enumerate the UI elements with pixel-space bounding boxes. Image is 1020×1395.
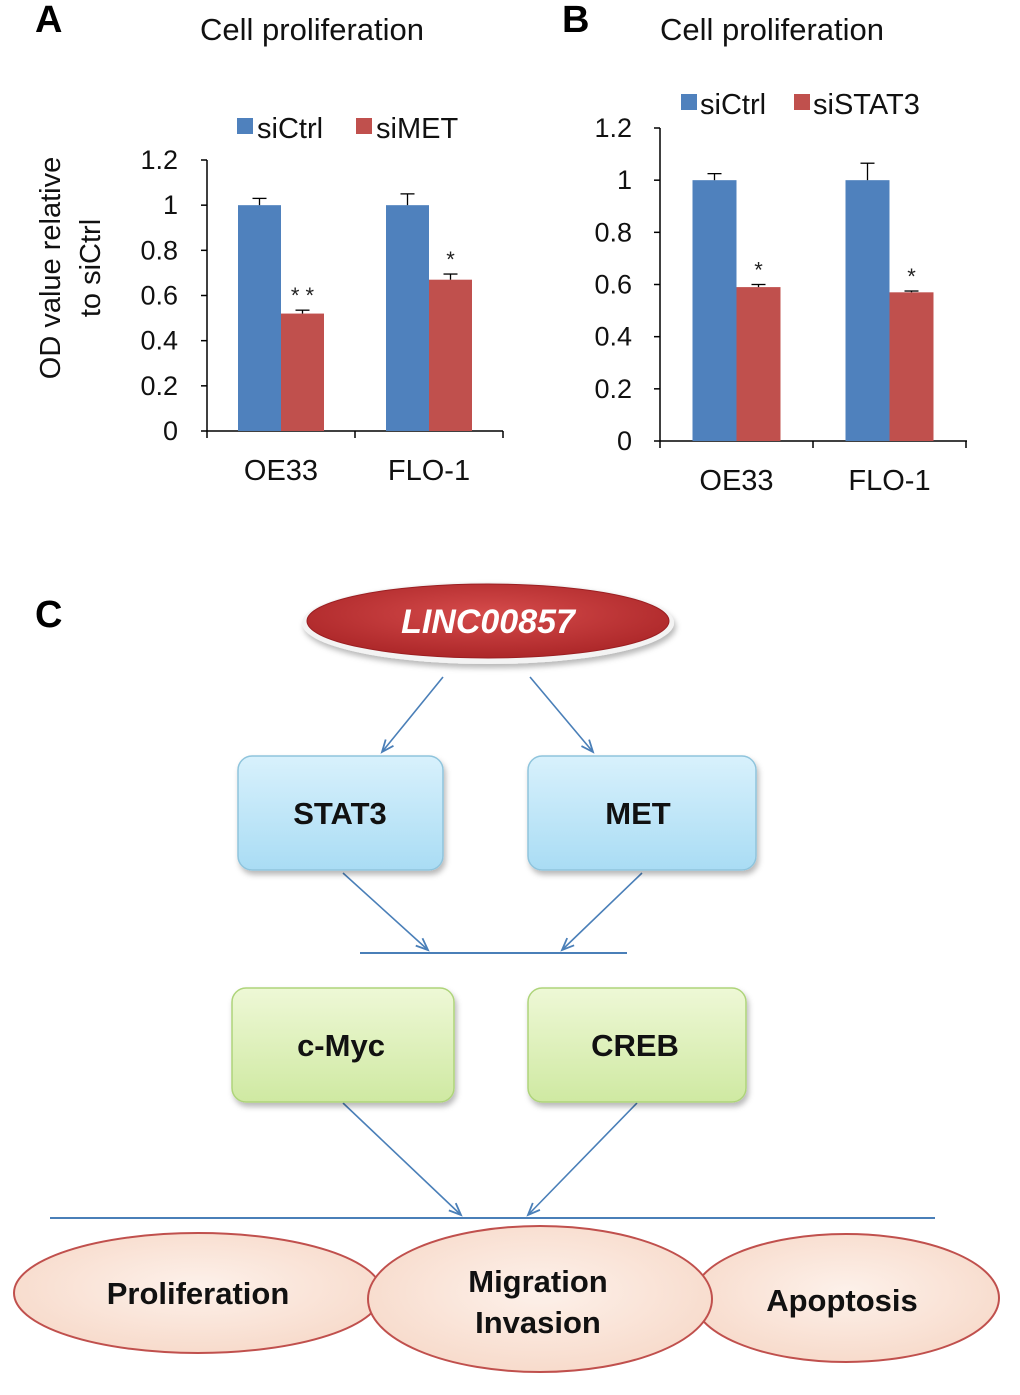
chart-a-y-tick-label: 1.2: [140, 145, 178, 175]
arrow-linc-to-met: [529, 676, 595, 754]
chart-b-y-tick-label: 1: [617, 165, 632, 195]
chart-b-legend-swatch-treat: [794, 94, 810, 110]
panel-label-b: B: [562, 0, 589, 41]
chart-a-title: Cell proliferation: [200, 12, 424, 47]
outcome-apoptosis: Apoptosis: [692, 1233, 1000, 1363]
node-creb-label: CREB: [591, 1028, 679, 1063]
chart-b-bar-sictrl-flo-1: [845, 180, 890, 441]
node-met-label: MET: [605, 796, 671, 831]
node-met: MET: [527, 755, 757, 871]
node-stat3: STAT3: [237, 755, 444, 871]
chart-a-category-label: FLO-1: [388, 455, 470, 487]
node-cmyc: c-Myc: [231, 987, 455, 1103]
chart-b-bar-sictrl-oe33: [692, 180, 737, 441]
arrow-stat3-to-targets: [342, 872, 430, 952]
chart-a-bar-sictrl-oe33: [238, 205, 281, 431]
chart-a-ylabel-line-2: to siCtrl: [75, 219, 107, 317]
chart-b-category-label: FLO-1: [848, 465, 930, 497]
chart-a-legend-swatch-ctrl: [237, 118, 253, 134]
chart-b-significance-mark: *: [907, 264, 916, 289]
chart-a-y-tick-label: 0.6: [140, 281, 178, 311]
chart-b-legend-label-treat: siSTAT3: [813, 89, 920, 121]
arrow-creb-to-outcomes: [526, 1102, 638, 1217]
chart-b-significance-mark: *: [754, 258, 763, 283]
chart-b-plot: 0 0.2 0.4 0.6 0.8 1 1.2 * OE33 * FLO-1: [594, 113, 967, 497]
chart-b-legend: siCtrl siSTAT3: [681, 89, 920, 121]
chart-a-bar-simet-oe33: [281, 313, 324, 431]
chart-a-y-tick-label: 0.8: [140, 235, 178, 265]
outcome-proliferation-label: Proliferation: [107, 1276, 290, 1311]
chart-a-category-label: OE33: [244, 455, 318, 487]
chart-a-plot: 0 0.2 0.4 0.6 0.8 1 1.2 * * OE33 * FLO-1: [140, 145, 504, 487]
chart-b-y-tick-label: 0.6: [594, 270, 632, 300]
arrow-cmyc-to-outcomes: [342, 1102, 463, 1217]
chart-a-significance-mark: *: [446, 247, 455, 272]
node-creb: CREB: [527, 987, 747, 1103]
chart-b: Cell proliferation siCtrl siSTAT3 0 0.2 0.…: [594, 12, 967, 497]
panel-label-a: A: [35, 0, 62, 41]
chart-b-category-label: OE33: [699, 465, 773, 497]
outcome-migration-label: Migration: [468, 1264, 608, 1299]
chart-b-y-tick-label: 0.2: [594, 374, 632, 404]
chart-a-y-tick-label: 0.2: [140, 371, 178, 401]
chart-a-legend-label-treat: siMET: [376, 113, 458, 145]
chart-a-y-tick-label: 1: [163, 190, 178, 220]
outcome-invasion-label: Invasion: [475, 1305, 601, 1340]
chart-b-legend-swatch-ctrl: [681, 94, 697, 110]
node-cmyc-label: c-Myc: [297, 1028, 385, 1063]
chart-b-y-tick-label: 0: [617, 426, 632, 456]
node-stat3-label: STAT3: [293, 796, 387, 831]
chart-b-y-tick-label: 0.8: [594, 217, 632, 247]
chart-b-y-tick-label: 0.4: [594, 322, 632, 352]
chart-a-significance-mark: * *: [291, 283, 315, 308]
pathway-diagram: LINC00857 STAT3 MET c-Myc CREB Prolifera…: [13, 582, 1000, 1373]
panel-label-c: C: [35, 594, 62, 636]
outcome-migration-invasion: Migration Invasion: [367, 1225, 713, 1373]
chart-b-bar-sistat3-flo-1: [889, 292, 934, 441]
node-linc00857-label: LINC00857: [401, 603, 577, 641]
chart-a-bar-simet-flo-1: [429, 279, 472, 431]
chart-a-ylabel-line-1: OD value relative: [35, 157, 67, 379]
chart-b-title: Cell proliferation: [660, 12, 884, 47]
arrow-linc-to-stat3: [380, 676, 444, 754]
chart-a-y-tick-label: 0.4: [140, 326, 178, 356]
arrow-met-to-targets: [560, 872, 643, 952]
chart-a-legend: siCtrl siMET: [237, 113, 458, 145]
chart-b-legend-label-ctrl: siCtrl: [700, 89, 766, 121]
chart-a-y-tick-label: 0: [163, 416, 178, 446]
chart-a: Cell proliferation OD value relative to …: [35, 12, 504, 487]
chart-a-legend-label-ctrl: siCtrl: [257, 113, 323, 145]
chart-a-legend-swatch-treat: [356, 118, 372, 134]
chart-b-y-tick-label: 1.2: [594, 113, 632, 143]
chart-a-y-axis-label: OD value relative to siCtrl: [35, 157, 107, 379]
outcome-proliferation: Proliferation: [13, 1232, 383, 1354]
chart-b-bar-sistat3-oe33: [736, 287, 781, 441]
outcome-apoptosis-label: Apoptosis: [766, 1283, 918, 1318]
node-linc00857: LINC00857: [302, 582, 674, 664]
chart-a-bar-sictrl-flo-1: [386, 205, 429, 431]
